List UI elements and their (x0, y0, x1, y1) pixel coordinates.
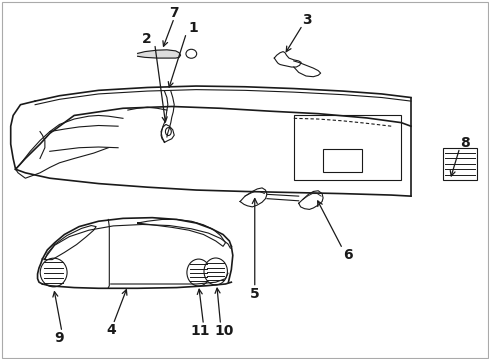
Bar (294, 116, 401, 180)
Bar (442, 148, 477, 180)
Text: 1: 1 (189, 21, 198, 35)
Ellipse shape (204, 258, 227, 285)
Bar (323, 149, 362, 172)
Text: 6: 6 (343, 248, 352, 262)
Text: 11: 11 (190, 324, 210, 338)
Text: 10: 10 (215, 324, 234, 338)
Ellipse shape (40, 258, 67, 287)
Text: 2: 2 (142, 32, 151, 46)
Text: 7: 7 (170, 6, 179, 20)
Text: 4: 4 (106, 323, 116, 337)
Text: 9: 9 (55, 331, 64, 345)
Polygon shape (138, 50, 181, 58)
Text: 8: 8 (460, 136, 469, 150)
Ellipse shape (187, 259, 210, 286)
Text: 3: 3 (302, 13, 312, 27)
Text: 5: 5 (250, 287, 260, 301)
